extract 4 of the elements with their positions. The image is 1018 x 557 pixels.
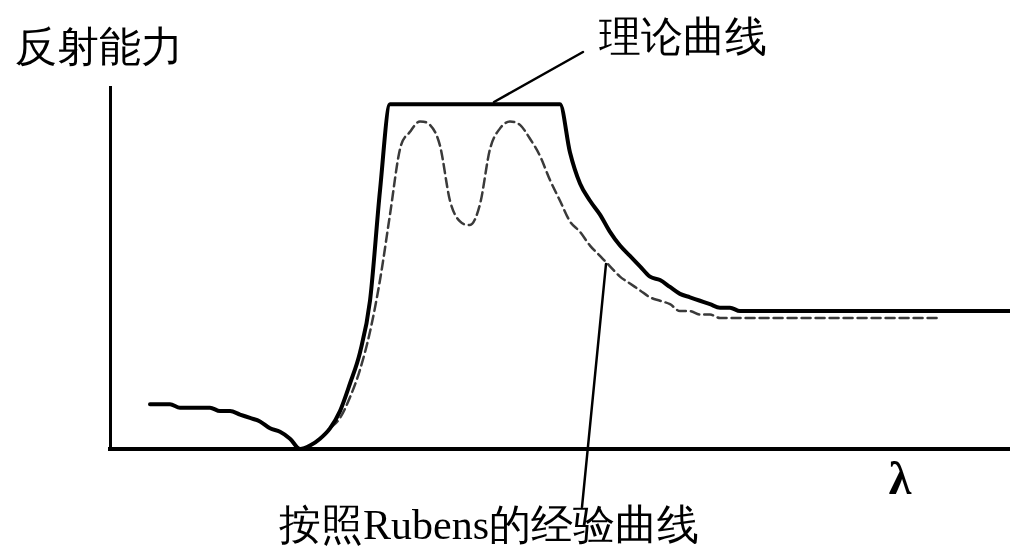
- x-axis-title: λ: [888, 452, 912, 504]
- y-axis-title: 反射能力: [15, 24, 183, 71]
- series-label: 按照Rubens的经验曲线: [279, 502, 699, 549]
- series-label: 理论曲线: [599, 14, 767, 61]
